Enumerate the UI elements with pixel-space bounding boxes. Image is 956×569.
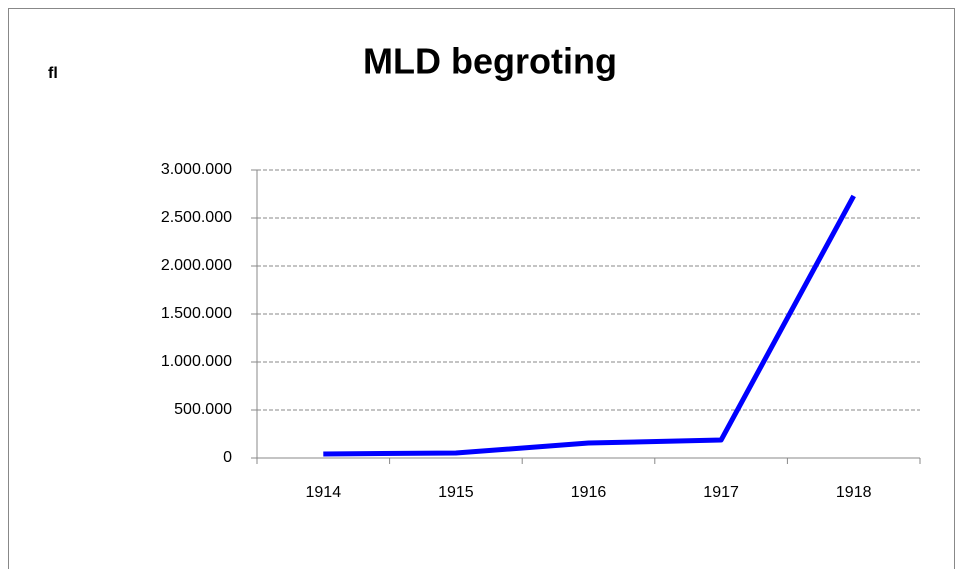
y-tick-label: 2.000.000 — [161, 257, 232, 274]
y-tick-label: 500.000 — [174, 401, 232, 418]
x-tick-label: 1916 — [571, 484, 607, 501]
x-tick-label: 1917 — [703, 484, 739, 501]
y-tick-label: 0 — [223, 449, 232, 466]
y-tick-label: 1.500.000 — [161, 305, 232, 322]
y-tick-label: 1.000.000 — [161, 353, 232, 370]
y-tick-label: 2.500.000 — [161, 209, 232, 226]
x-tick-label: 1918 — [836, 484, 872, 501]
y-axis-label: fl — [48, 65, 58, 82]
x-tick-label: 1914 — [306, 484, 342, 501]
chart-border — [8, 8, 955, 569]
line-series — [323, 194, 856, 457]
chart-title: MLD begroting — [363, 41, 617, 82]
x-tick-label: 1915 — [438, 484, 474, 501]
y-tick-label: 3.000.000 — [161, 161, 232, 178]
